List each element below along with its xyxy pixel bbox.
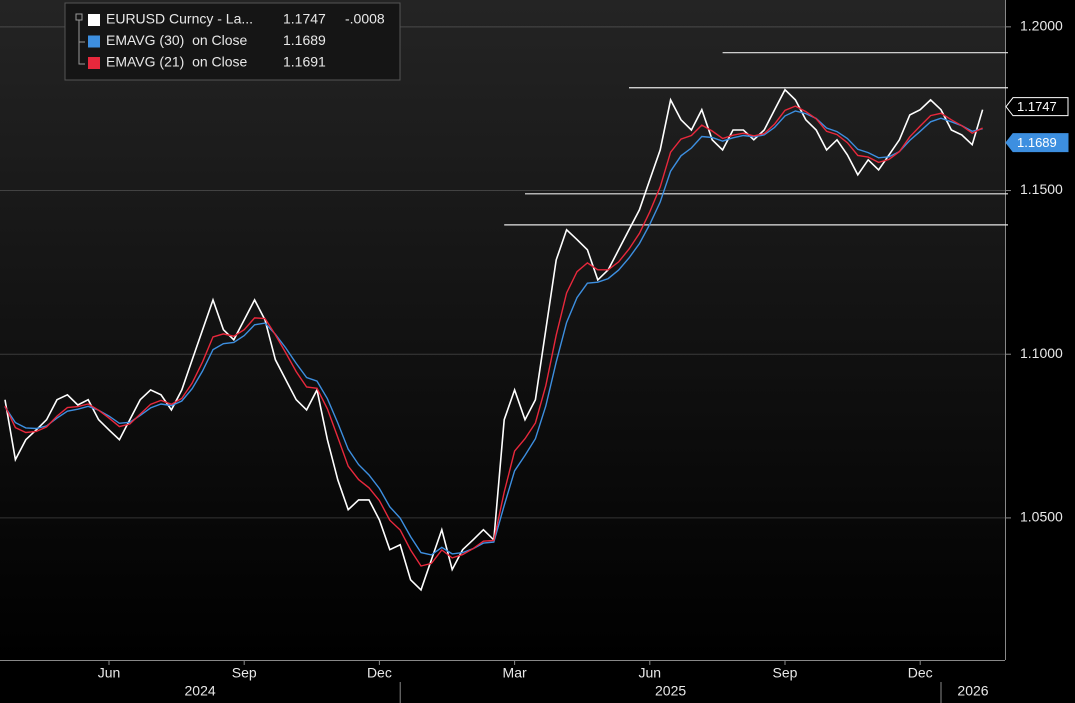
legend-swatch <box>88 35 100 48</box>
legend-value: 1.1689 <box>283 32 326 48</box>
x-tick-label: Dec <box>908 665 933 681</box>
year-label: 2025 <box>655 683 686 699</box>
y-tick-label: 1.1500 <box>1020 181 1063 197</box>
x-tick-label: Dec <box>367 665 392 681</box>
legend-tree <box>75 13 85 65</box>
series-line <box>4 105 983 567</box>
value-flag <box>1005 133 1069 153</box>
legend-swatch <box>88 14 100 26</box>
legend-label: EURUSD Curncy - La... <box>106 11 253 27</box>
x-tick-label: Jun <box>639 665 662 681</box>
series-line <box>4 110 983 556</box>
year-label: 2026 <box>957 683 988 699</box>
legend-value: 1.1747 <box>283 11 326 27</box>
y-tick-label: 1.2000 <box>1020 18 1063 34</box>
x-tick-label: Mar <box>503 665 527 681</box>
plot-area <box>0 0 1005 660</box>
legend: EURUSD Curncy - La... 1.1747 -.0008 EMAVG (… <box>64 2 401 81</box>
legend-change: -.0008 <box>345 11 385 27</box>
y-tick-label: 1.0500 <box>1020 509 1063 525</box>
legend-label: EMAVG (30) on Close <box>106 32 248 48</box>
x-tick-label: Sep <box>773 665 798 681</box>
value-flag-label: 1.1747 <box>1017 99 1057 114</box>
legend-box <box>64 2 401 81</box>
x-tick-label: Jun <box>98 665 121 681</box>
legend-swatch <box>88 57 100 69</box>
legend-label: EMAVG (21) on Close <box>106 54 248 70</box>
value-flag <box>1005 97 1069 117</box>
legend-value: 1.1691 <box>283 54 326 70</box>
year-label: 2024 <box>185 683 216 699</box>
x-tick-label: Sep <box>232 665 257 681</box>
y-tick-label: 1.1000 <box>1020 345 1063 361</box>
value-flag-label: 1.1689 <box>1017 135 1057 150</box>
